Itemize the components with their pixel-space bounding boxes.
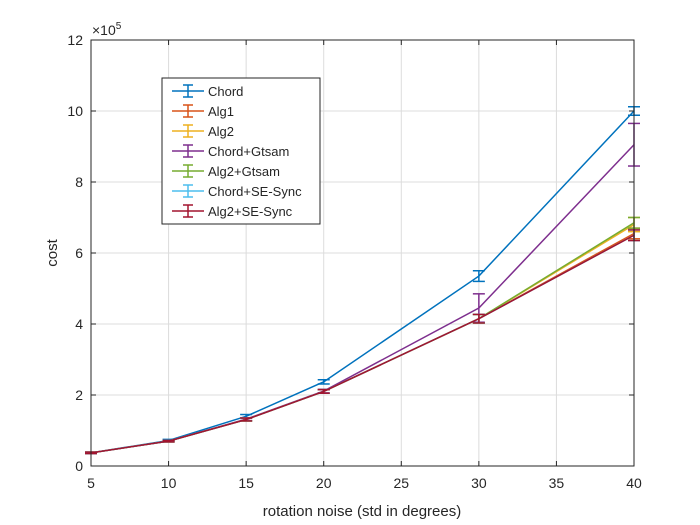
x-tick-label: 10 <box>161 475 177 491</box>
legend-label: Alg2 <box>208 124 234 139</box>
error-bar <box>240 417 253 422</box>
legend-item: Chord+SE-Sync <box>172 184 302 199</box>
error-bar <box>317 378 330 385</box>
legend-item: Alg1 <box>172 104 234 119</box>
legend-label: Chord <box>208 84 243 99</box>
x-tick-label: 25 <box>393 475 409 491</box>
legend-label: Alg2+SE-Sync <box>208 204 293 219</box>
error-bar <box>472 270 485 283</box>
error-bar <box>162 439 175 443</box>
legend-item: Alg2 <box>172 124 234 139</box>
x-tick-label: 15 <box>238 475 254 491</box>
legend-label: Alg1 <box>208 104 234 119</box>
error-bar <box>472 313 485 324</box>
y-tick-label: 2 <box>75 387 83 403</box>
legend-label: Chord+SE-Sync <box>208 184 302 199</box>
legend-item: Alg2+SE-Sync <box>172 204 293 219</box>
x-tick-label: 20 <box>316 475 332 491</box>
x-tick-label: 5 <box>87 475 95 491</box>
legend-item: Chord <box>172 84 243 99</box>
legend-item: Alg2+Gtsam <box>172 164 280 179</box>
x-tick-label: 40 <box>626 475 642 491</box>
y-tick-label: 6 <box>75 245 83 261</box>
y-tick-label: 12 <box>67 32 83 48</box>
x-tick-label: 35 <box>549 475 565 491</box>
x-tick-label: 30 <box>471 475 487 491</box>
series-layer <box>85 105 640 455</box>
series-line <box>90 234 635 454</box>
y-exponent-label: ×105 <box>92 21 122 38</box>
y-tick-label: 10 <box>67 103 83 119</box>
y-tick-label: 4 <box>75 316 83 332</box>
legend-label: Chord+Gtsam <box>208 144 289 159</box>
y-axis-label: cost <box>44 238 61 266</box>
legend: Chord Alg1 Alg2 Chord+Gtsam Alg2+Gtsam Chord+… <box>161 77 321 225</box>
legend-item: Chord+Gtsam <box>172 144 289 159</box>
y-tick-label: 8 <box>75 174 83 190</box>
tick-layer: 5 10 15 20 25 30 35 40 0 2 4 6 8 10 12 <box>67 32 642 491</box>
legend-label: Alg2+Gtsam <box>208 164 280 179</box>
x-axis-label: rotation noise (std in degrees) <box>263 503 461 520</box>
y-tick-label: 0 <box>75 458 83 474</box>
error-bar <box>317 388 330 394</box>
